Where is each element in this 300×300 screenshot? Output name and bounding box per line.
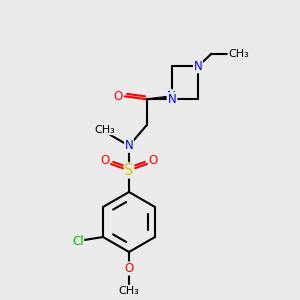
Text: N: N [194,60,202,73]
Text: CH₃: CH₃ [94,124,116,135]
Text: Cl: Cl [72,235,84,248]
Text: CH₃: CH₃ [228,49,249,59]
Text: S: S [124,163,134,178]
Text: N: N [167,90,176,103]
Text: O: O [100,154,109,167]
Text: O: O [114,90,123,103]
Text: N: N [168,93,177,106]
Text: CH₃: CH₃ [118,286,140,296]
Text: N: N [124,139,134,152]
Text: O: O [148,154,158,167]
Text: O: O [124,262,134,275]
